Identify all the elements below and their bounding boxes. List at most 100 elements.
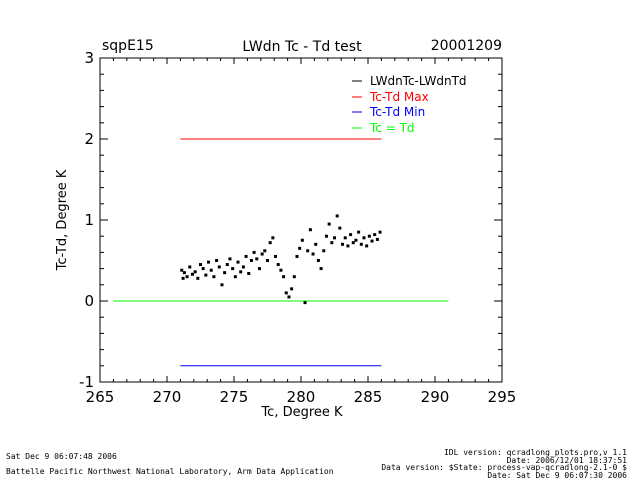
data-point-0-45 bbox=[298, 246, 302, 250]
data-point-0-68 bbox=[359, 242, 363, 246]
data-point-0-58 bbox=[333, 236, 336, 240]
data-point-0-57 bbox=[330, 241, 334, 245]
y-tick-label-4: 3 bbox=[84, 49, 94, 67]
data-point-0-12 bbox=[209, 268, 213, 272]
data-point-0-2 bbox=[182, 271, 186, 275]
data-point-0-17 bbox=[223, 271, 227, 275]
footer-plot-date: Date: 2006/12/01 18:37:51 bbox=[507, 456, 628, 465]
data-point-0-74 bbox=[375, 237, 379, 241]
data-point-0-19 bbox=[228, 257, 232, 261]
data-point-0-75 bbox=[378, 230, 382, 234]
data-point-0-38 bbox=[279, 268, 283, 272]
data-point-0-61 bbox=[341, 242, 345, 246]
y-tick-label-2: 1 bbox=[84, 211, 94, 229]
footer-idl-version: IDL version: qcradlong_plots.pro,v 1.1 bbox=[444, 448, 627, 457]
footer-timestamp: Sat Dec 9 06:07:48 2006 bbox=[6, 452, 117, 461]
data-point-0-41 bbox=[287, 295, 291, 299]
x-tick-label-6: 295 bbox=[488, 388, 517, 406]
data-point-0-0 bbox=[180, 268, 184, 272]
data-point-0-50 bbox=[311, 252, 315, 256]
data-point-0-47 bbox=[303, 301, 307, 305]
data-point-0-24 bbox=[241, 265, 245, 269]
data-point-0-30 bbox=[257, 267, 261, 271]
data-point-0-15 bbox=[217, 265, 221, 269]
data-point-0-66 bbox=[354, 238, 358, 242]
data-point-0-10 bbox=[204, 273, 208, 277]
data-point-0-22 bbox=[236, 260, 240, 264]
axis-ticks: 265 270 275 280 285 290 295 -1 0 1 2 3 bbox=[79, 49, 516, 406]
data-point-0-32 bbox=[263, 249, 267, 253]
data-point-0-73 bbox=[373, 233, 377, 237]
legend: LWdnTc-LWdnTd Tc-Td Max Tc-Td Min Tc = T… bbox=[352, 74, 467, 135]
data-point-0-55 bbox=[324, 234, 328, 238]
data-point-0-69 bbox=[362, 236, 366, 240]
data-point-0-56 bbox=[327, 222, 331, 226]
legend-label-0: LWdnTc-LWdnTd bbox=[370, 74, 467, 88]
x-tick-label-4: 285 bbox=[354, 388, 383, 406]
data-point-0-7 bbox=[196, 276, 200, 280]
data-point-0-43 bbox=[292, 275, 296, 279]
x-tick-label-1: 270 bbox=[153, 388, 182, 406]
data-point-0-52 bbox=[316, 259, 320, 262]
data-point-0-60 bbox=[338, 226, 342, 230]
data-point-0-27 bbox=[249, 259, 253, 262]
data-point-0-31 bbox=[260, 252, 264, 256]
data-point-0-9 bbox=[201, 267, 205, 271]
data-point-0-13 bbox=[212, 275, 216, 279]
data-point-0-3 bbox=[185, 275, 189, 279]
data-point-0-4 bbox=[188, 265, 192, 269]
data-point-0-63 bbox=[346, 244, 350, 248]
data-point-0-1 bbox=[181, 276, 185, 280]
data-point-0-20 bbox=[231, 267, 235, 271]
data-point-0-40 bbox=[284, 291, 288, 295]
plot-frame bbox=[99, 57, 503, 383]
data-point-0-8 bbox=[199, 263, 202, 267]
x-tick-label-5: 290 bbox=[421, 388, 450, 406]
y-tick-label-1: 0 bbox=[84, 292, 94, 310]
data-point-0-11 bbox=[207, 260, 211, 264]
data-point-0-44 bbox=[295, 254, 299, 258]
legend-label-1: Tc-Td Max bbox=[369, 90, 429, 104]
legend-label-3: Tc = Td bbox=[369, 121, 415, 135]
footer-institution: Battelle Pacific Northwest National Labo… bbox=[6, 467, 334, 476]
y-axis-title: Tc-Td, Degree K bbox=[55, 169, 70, 271]
data-point-0-28 bbox=[252, 250, 256, 254]
data-point-0-54 bbox=[322, 249, 326, 253]
data-point-0-34 bbox=[268, 241, 272, 245]
data-point-0-14 bbox=[215, 259, 219, 262]
footer-data-date: Date: Sat Dec 9 06:07:30 2006 bbox=[487, 471, 627, 480]
data-point-0-59 bbox=[335, 214, 339, 218]
data-point-0-42 bbox=[290, 287, 294, 291]
data-point-0-49 bbox=[308, 228, 312, 232]
x-tick-label-0: 265 bbox=[86, 388, 115, 406]
data-point-0-65 bbox=[351, 241, 355, 245]
data-point-0-16 bbox=[220, 283, 224, 287]
chart-title: LWdn Tc - Td test bbox=[242, 39, 362, 55]
data-point-0-70 bbox=[365, 244, 369, 248]
data-point-0-21 bbox=[233, 275, 237, 279]
x-tick-label-2: 275 bbox=[220, 388, 249, 406]
reference-lines bbox=[113, 138, 449, 367]
data-point-0-39 bbox=[282, 275, 286, 279]
data-point-0-53 bbox=[319, 267, 323, 271]
data-point-0-62 bbox=[343, 236, 347, 240]
data-point-0-64 bbox=[349, 233, 353, 237]
data-point-0-18 bbox=[225, 263, 229, 267]
data-point-0-72 bbox=[370, 239, 374, 243]
y-tick-label-0: -1 bbox=[79, 373, 94, 391]
data-point-0-5 bbox=[190, 272, 194, 276]
data-point-0-29 bbox=[255, 257, 259, 261]
x-tick-label-3: 280 bbox=[287, 388, 316, 406]
data-point-0-37 bbox=[276, 263, 280, 267]
data-point-0-35 bbox=[271, 236, 275, 240]
footer-data-version: Data version: $State: process-vap-qcradl… bbox=[381, 463, 627, 472]
site-label: sqpE15 bbox=[102, 38, 154, 54]
data-point-0-71 bbox=[367, 234, 371, 238]
data-point-0-36 bbox=[274, 254, 278, 258]
data-point-0-67 bbox=[357, 230, 361, 234]
data-points bbox=[180, 214, 382, 305]
x-axis-title: Tc, Degree K bbox=[260, 405, 343, 420]
data-point-0-33 bbox=[266, 259, 269, 262]
data-point-0-48 bbox=[306, 249, 310, 253]
